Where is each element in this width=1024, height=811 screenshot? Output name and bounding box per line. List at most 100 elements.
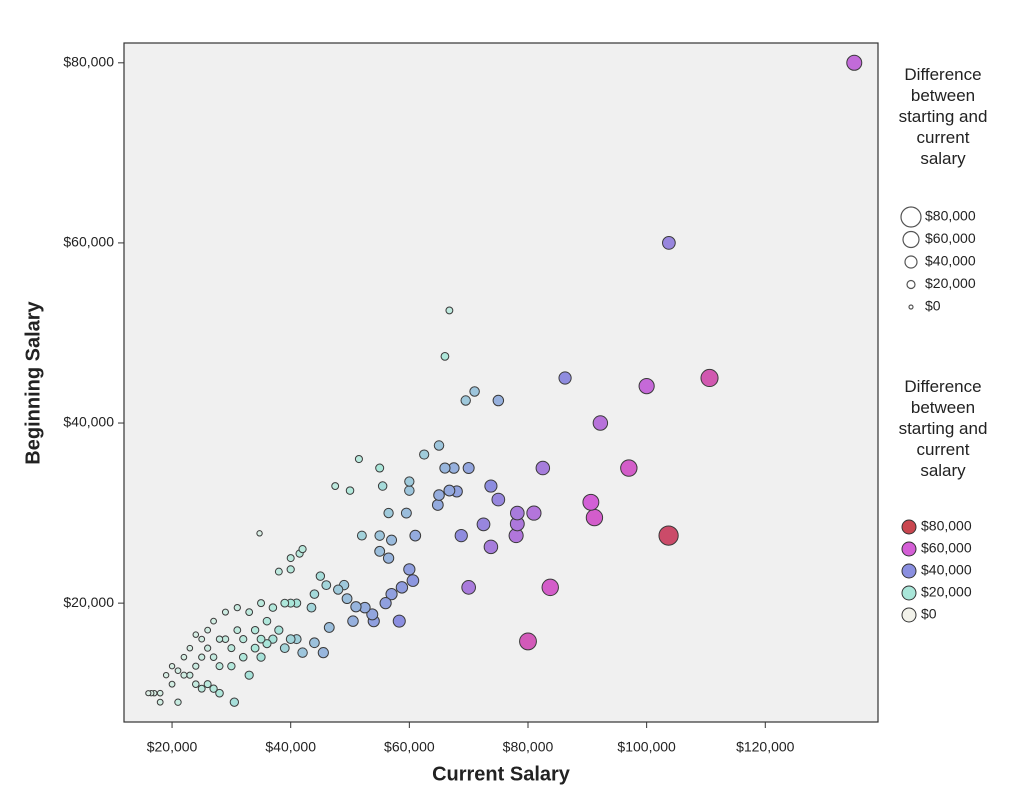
bubble [846,54,863,71]
bubble [204,626,212,634]
bubble [215,662,224,671]
bubble [541,578,559,597]
size-legend-marker [904,255,918,269]
bubble [256,652,266,662]
bubble [658,525,679,546]
bubble [433,489,445,501]
bubble [174,698,182,706]
bubble [233,626,242,635]
bubble [491,492,506,507]
color-legend-marker [901,519,917,535]
bubble [400,507,412,519]
x-tick-label: $80,000 [503,739,554,755]
bubble [192,662,200,670]
bubble [403,563,416,576]
bubble [250,643,260,653]
bubble [356,530,367,541]
color-legend-label: $80,000 [921,518,972,534]
bubble [180,671,188,679]
bubble [431,499,444,511]
bubble [519,632,537,651]
y-tick-label: $40,000 [63,414,114,430]
bubble [392,614,406,628]
bubble [198,653,206,661]
size-legend-label: $40,000 [925,253,976,269]
bubble [286,565,295,574]
bubble [374,545,386,557]
bubble [209,653,218,661]
bubble [377,481,388,491]
y-axis-title: Beginning Salary [22,300,44,464]
color-legend-marker [901,541,917,557]
bubble [379,597,392,610]
bubble [227,661,236,671]
bubble [309,637,320,649]
bubble [385,588,398,601]
bubble [250,625,260,635]
bubble [409,529,422,542]
color-legend-marker [901,563,917,579]
bubble [285,634,296,645]
bubble [268,603,278,612]
bubble [186,671,194,679]
bubble [526,505,542,521]
bubble [419,449,430,460]
bubble [233,603,241,612]
bubble [476,517,491,532]
bubble [406,574,420,587]
color-legend-label: $0 [921,606,937,622]
bubble [262,639,272,649]
bubble [469,386,480,397]
bubble [215,635,224,643]
bubble [333,584,344,595]
bubble [454,528,468,543]
bubble [197,684,206,693]
color-legend-marker [901,585,917,601]
bubble [162,671,170,679]
bubble [156,689,164,697]
color-legend-marker [901,607,917,623]
bubble [366,608,379,621]
bubble [323,622,335,633]
bubble [238,652,248,662]
bubble [174,667,182,675]
bubble [315,571,326,581]
bubble [156,698,164,706]
bubble [582,493,600,511]
bubble [145,690,152,697]
bubble [700,368,719,388]
size-legend-label: $60,000 [925,230,976,246]
bubble [221,608,229,616]
bubble [439,462,451,474]
size-legend-label: $20,000 [925,275,976,291]
color-legend-label: $20,000 [921,584,972,600]
size-legend-marker [908,304,914,310]
size-legend-marker [902,230,920,249]
bubble [492,394,505,407]
bubble [279,643,290,654]
bubble [309,589,320,599]
bubble [209,684,218,693]
bubble [229,697,239,707]
bubble [592,415,609,431]
color-legend-title: Difference between starting and current … [898,377,988,480]
y-tick-label: $60,000 [63,234,114,250]
bubble [168,662,176,670]
bubble [257,599,266,608]
bubble [433,440,445,451]
bubble [274,567,283,576]
bubble [375,463,385,473]
bubble [280,598,290,608]
bubble [286,554,295,563]
bubble [168,680,176,688]
bubble [345,486,355,495]
bubble [374,530,385,541]
size-legend-label: $0 [925,298,941,314]
bubble [256,530,263,537]
bubble [192,631,200,638]
bubble [203,680,212,689]
bubble [461,580,476,595]
size-legend-marker [900,206,922,228]
bubble [298,544,307,554]
